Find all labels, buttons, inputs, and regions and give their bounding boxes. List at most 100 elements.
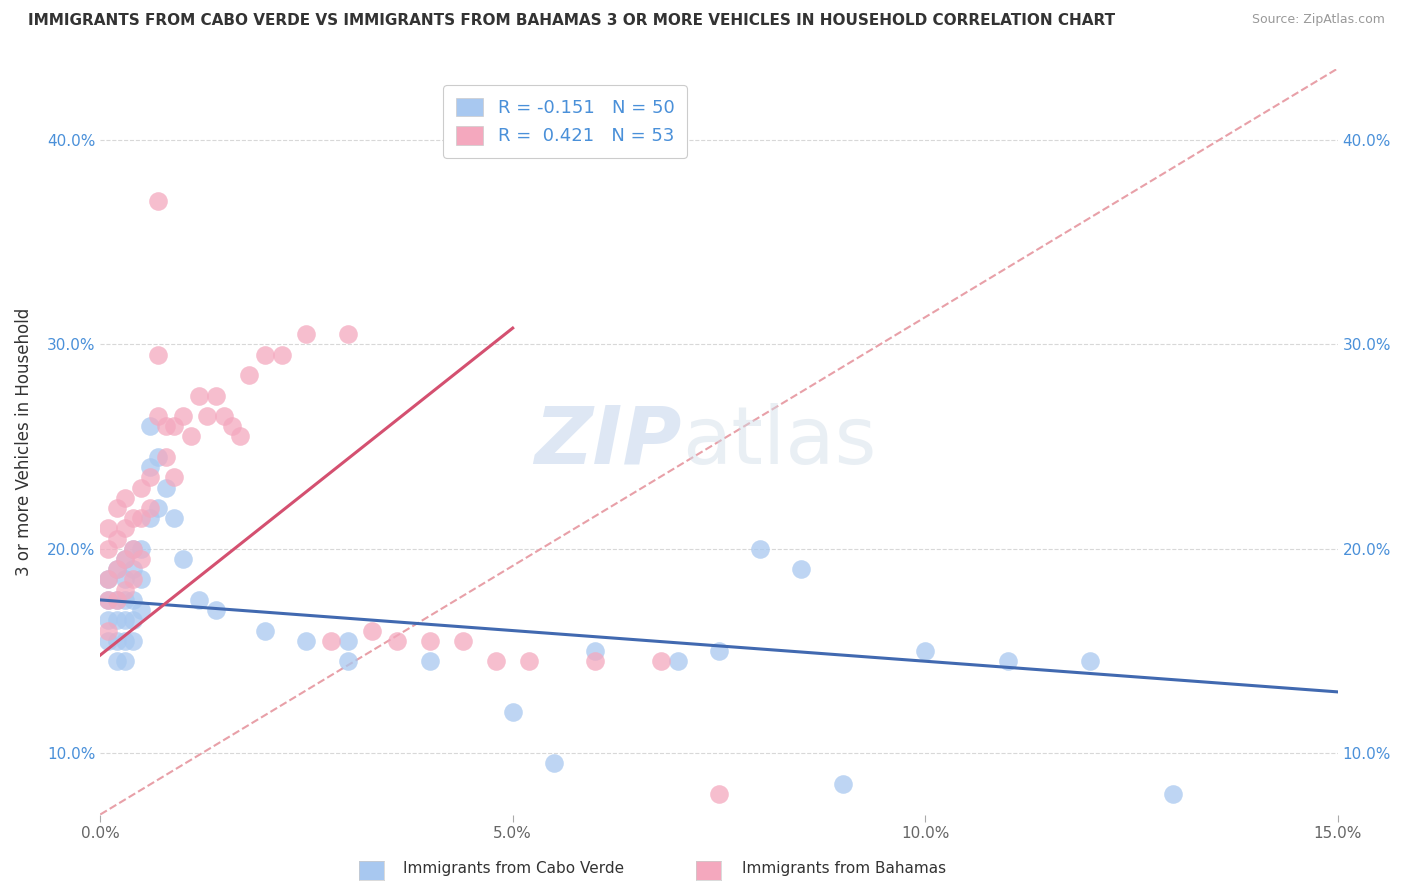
Point xyxy=(97,521,120,535)
Point xyxy=(163,470,186,484)
Point xyxy=(238,368,260,383)
Point xyxy=(131,541,153,556)
Point xyxy=(114,521,136,535)
Point xyxy=(419,633,441,648)
Point xyxy=(790,818,813,832)
Point xyxy=(122,541,145,556)
Text: Source: ZipAtlas.com: Source: ZipAtlas.com xyxy=(1251,13,1385,27)
Point xyxy=(97,633,120,648)
Text: ZIP: ZIP xyxy=(534,402,682,481)
Text: Immigrants from Cabo Verde: Immigrants from Cabo Verde xyxy=(402,861,624,876)
Point xyxy=(451,633,474,648)
Point xyxy=(180,429,202,443)
Point xyxy=(97,573,120,587)
Point xyxy=(105,532,128,546)
Legend: R = -0.151   N = 50, R =  0.421   N = 53: R = -0.151 N = 50, R = 0.421 N = 53 xyxy=(443,85,688,158)
Point xyxy=(650,654,672,668)
Point xyxy=(131,511,153,525)
Point xyxy=(163,511,186,525)
Point xyxy=(221,419,243,434)
Point xyxy=(831,777,853,791)
Point xyxy=(139,419,162,434)
Point xyxy=(336,633,359,648)
Point xyxy=(146,348,169,362)
Point xyxy=(97,593,120,607)
Point xyxy=(204,603,226,617)
Point xyxy=(254,624,277,638)
Point xyxy=(131,481,153,495)
Point xyxy=(295,327,318,342)
Point xyxy=(105,593,128,607)
Point xyxy=(1161,787,1184,801)
Point xyxy=(583,644,606,658)
Point xyxy=(122,511,145,525)
Point xyxy=(336,327,359,342)
Point xyxy=(361,624,384,638)
Point xyxy=(146,450,169,464)
Text: atlas: atlas xyxy=(682,402,876,481)
Point xyxy=(517,654,540,668)
Point xyxy=(146,194,169,209)
Point xyxy=(155,450,177,464)
Point xyxy=(97,573,120,587)
Point xyxy=(229,429,252,443)
Point xyxy=(749,541,772,556)
Point xyxy=(212,409,235,423)
Point xyxy=(97,541,120,556)
Point xyxy=(139,500,162,515)
Point xyxy=(97,613,120,627)
Point xyxy=(336,654,359,668)
Point xyxy=(114,582,136,597)
Point xyxy=(122,613,145,627)
Point xyxy=(122,573,145,587)
Point xyxy=(114,552,136,566)
Point xyxy=(114,633,136,648)
Point xyxy=(188,593,211,607)
Point xyxy=(419,654,441,668)
Point xyxy=(204,388,226,402)
Point xyxy=(387,633,409,648)
Point xyxy=(666,654,689,668)
Point xyxy=(114,491,136,505)
Point xyxy=(97,624,120,638)
Point xyxy=(105,613,128,627)
Point xyxy=(295,633,318,648)
Point xyxy=(321,633,343,648)
Point xyxy=(114,573,136,587)
Y-axis label: 3 or more Vehicles in Household: 3 or more Vehicles in Household xyxy=(15,308,32,575)
Point xyxy=(172,409,194,423)
Point xyxy=(270,348,292,362)
Point xyxy=(105,654,128,668)
Point xyxy=(122,562,145,576)
Point xyxy=(105,562,128,576)
Point xyxy=(114,654,136,668)
Point xyxy=(114,593,136,607)
Point xyxy=(105,633,128,648)
Point xyxy=(139,460,162,475)
Point xyxy=(131,603,153,617)
Point xyxy=(707,787,730,801)
Point xyxy=(131,573,153,587)
Point xyxy=(254,348,277,362)
Point xyxy=(114,613,136,627)
Point xyxy=(155,419,177,434)
Point xyxy=(97,593,120,607)
Point xyxy=(1078,654,1101,668)
Point xyxy=(163,419,186,434)
Point xyxy=(122,633,145,648)
Point xyxy=(707,644,730,658)
Text: Immigrants from Bahamas: Immigrants from Bahamas xyxy=(741,861,946,876)
Point xyxy=(914,644,936,658)
Point xyxy=(583,654,606,668)
Point xyxy=(146,500,169,515)
Text: IMMIGRANTS FROM CABO VERDE VS IMMIGRANTS FROM BAHAMAS 3 OR MORE VEHICLES IN HOUS: IMMIGRANTS FROM CABO VERDE VS IMMIGRANTS… xyxy=(28,13,1115,29)
Point xyxy=(790,562,813,576)
Point xyxy=(188,388,211,402)
Point xyxy=(502,706,524,720)
Point xyxy=(139,511,162,525)
Point xyxy=(997,654,1019,668)
Point xyxy=(122,541,145,556)
Point xyxy=(172,552,194,566)
Point xyxy=(105,562,128,576)
Point xyxy=(114,552,136,566)
